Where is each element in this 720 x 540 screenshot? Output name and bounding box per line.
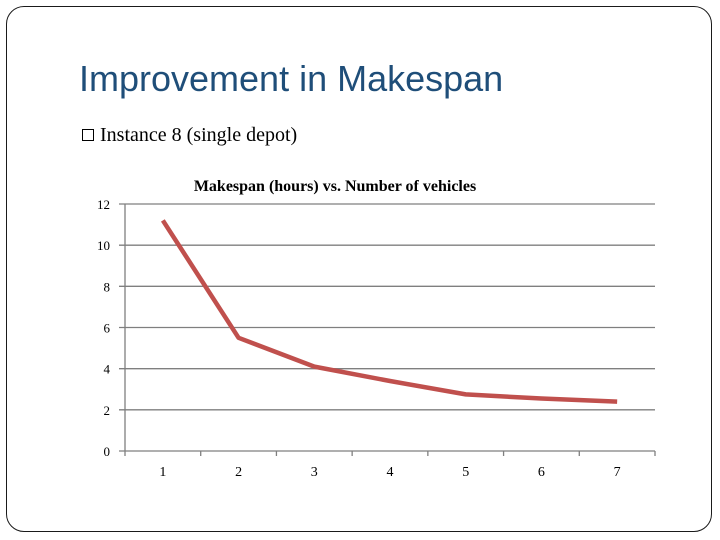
y-tick-label: 12 (97, 197, 110, 212)
chart-title: Makespan (hours) vs. Number of vehicles (194, 178, 476, 195)
x-tick-label: 3 (311, 465, 318, 480)
series-line (160, 219, 618, 404)
y-tick-label: 6 (104, 321, 111, 336)
x-tick-label: 1 (159, 465, 166, 480)
gridlines (119, 203, 655, 452)
y-axis: 0 2 4 6 8 10 12 (97, 197, 126, 459)
y-tick-label: 4 (104, 362, 111, 377)
slide-frame (6, 6, 712, 532)
y-tick-label: 10 (97, 238, 110, 253)
bullet-square-icon (82, 129, 94, 141)
y-tick-label: 8 (104, 279, 111, 294)
y-tick-label: 0 (104, 444, 111, 459)
bullet-item: Instance 8 (single depot) (82, 122, 297, 148)
y-tick-label: 2 (104, 403, 111, 418)
x-axis: 1 2 3 4 5 6 7 (124, 451, 656, 480)
slide-title: Improvement in Makespan (79, 58, 504, 99)
x-tick-label: 6 (538, 465, 545, 480)
series-group (160, 219, 618, 404)
bullet-text: Instance 8 (single depot) (100, 123, 298, 146)
x-tick-label: 5 (462, 465, 469, 480)
x-tick-label: 4 (387, 465, 394, 480)
x-tick-label: 2 (235, 465, 242, 480)
x-tick-label: 7 (614, 465, 621, 480)
